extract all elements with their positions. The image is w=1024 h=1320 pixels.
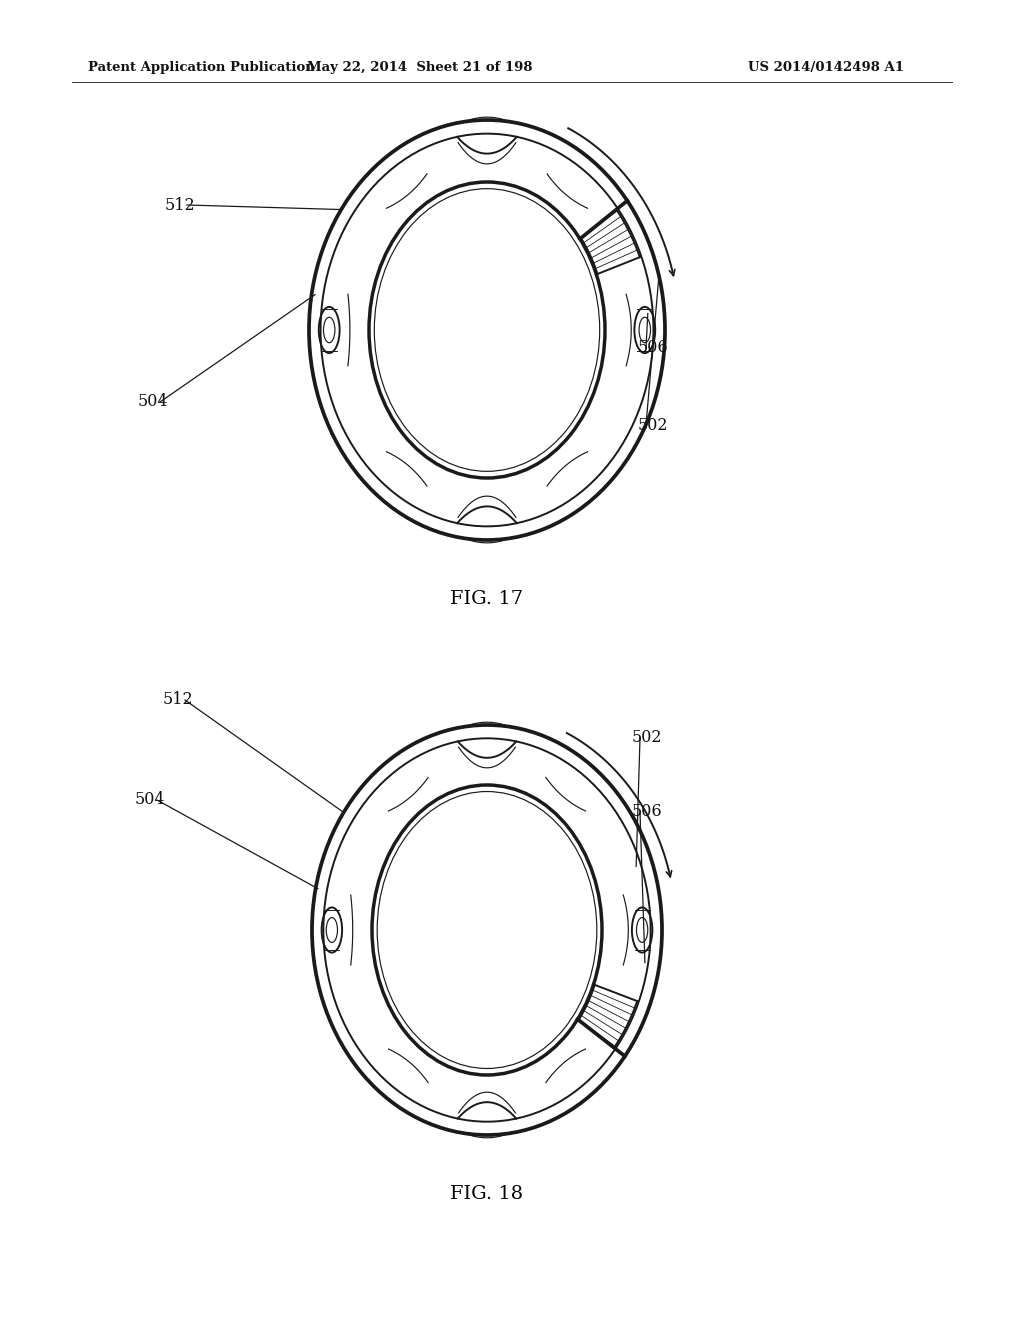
Text: FIG. 17: FIG. 17 [451,590,523,609]
Text: 504: 504 [134,792,165,808]
Text: FIG. 18: FIG. 18 [451,1185,523,1203]
Text: 504: 504 [137,393,168,411]
Text: 506: 506 [632,804,663,821]
Text: May 22, 2014  Sheet 21 of 198: May 22, 2014 Sheet 21 of 198 [307,61,532,74]
Text: US 2014/0142498 A1: US 2014/0142498 A1 [748,61,904,74]
Text: 502: 502 [632,730,663,747]
Text: 506: 506 [638,339,669,356]
Text: Patent Application Publication: Patent Application Publication [88,61,314,74]
Text: 502: 502 [638,417,669,433]
Text: 512: 512 [165,197,195,214]
Text: 512: 512 [163,692,193,709]
